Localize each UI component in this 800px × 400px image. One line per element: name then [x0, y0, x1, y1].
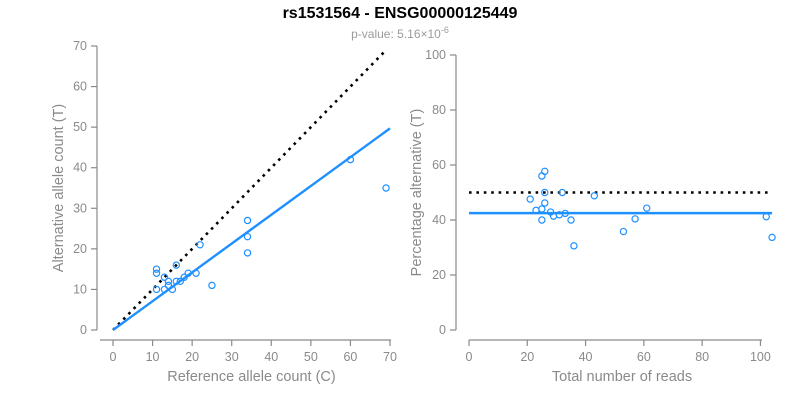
- y-tick-label: 40: [432, 213, 446, 227]
- data-point: [192, 269, 200, 277]
- data-point: [382, 184, 390, 192]
- x-tick-label: 20: [520, 350, 534, 364]
- left-scatter-plot: 0 10 20 30 40 50 60 70 0 10 20 30 40 50 60 70 Reference …: [51, 39, 397, 385]
- x-tick-label: 70: [383, 350, 397, 364]
- pvalue-mantissa: 5.16×10: [397, 27, 441, 41]
- data-point: [558, 188, 566, 197]
- right-scatter-plot: 0 20 40 60 80 100 0 20 40 60 80 100 Total number of …: [409, 48, 776, 385]
- data-point: [172, 277, 181, 286]
- pvalue-exponent: -6: [440, 25, 449, 35]
- plot-header: rs1531564 - ENSG00000125449 p-value: 5.1…: [0, 4, 800, 41]
- x-tick-label: 0: [466, 350, 473, 364]
- plot-title: rs1531564 - ENSG00000125449: [282, 5, 518, 22]
- x-axis-title: Reference allele count (C): [167, 369, 335, 385]
- data-point: [152, 269, 161, 277]
- y-axis-title: Percentage alternative (T): [409, 109, 425, 277]
- data-point: [762, 212, 770, 221]
- y-tick-label: 80: [432, 103, 446, 117]
- y-tick-label: 10: [73, 282, 87, 296]
- data-point: [541, 199, 549, 207]
- data-point: [196, 241, 204, 249]
- data-point: [561, 209, 569, 218]
- data-point: [590, 192, 599, 200]
- data-point: [184, 269, 192, 277]
- data-point: [243, 249, 252, 257]
- data-point: [567, 216, 575, 224]
- data-point: [243, 232, 252, 241]
- fit-line: [112, 127, 391, 331]
- data-point: [208, 281, 216, 290]
- y-tick-label: 60: [73, 80, 87, 94]
- data-point: [243, 216, 252, 225]
- x-tick-label: 10: [146, 350, 160, 364]
- data-point: [160, 285, 169, 294]
- x-tick-label: 100: [750, 350, 771, 364]
- data-point: [570, 242, 578, 250]
- y-tick-label: 20: [432, 268, 446, 282]
- data-point: [346, 155, 355, 164]
- data-point: [180, 273, 188, 281]
- data-point: [768, 233, 776, 242]
- x-tick-label: 30: [225, 350, 239, 364]
- y-tick-label: 70: [73, 39, 87, 53]
- data-point: [643, 204, 651, 212]
- y-tick-label: 20: [73, 242, 87, 256]
- x-tick-label: 0: [110, 350, 117, 364]
- y-tick-label: 60: [432, 158, 446, 172]
- x-tick-label: 50: [304, 350, 318, 364]
- x-tick-label: 20: [185, 350, 199, 364]
- data-point: [526, 195, 534, 203]
- x-tick-label: 40: [579, 350, 593, 364]
- data-point: [631, 215, 639, 223]
- y-tick-label: 0: [439, 323, 446, 337]
- data-point: [538, 216, 546, 224]
- x-tick-label: 80: [695, 350, 709, 364]
- data-point: [538, 205, 546, 213]
- data-point: [172, 261, 181, 269]
- y-axis-title: Alternative allele count (T): [51, 104, 67, 272]
- data-point: [176, 277, 184, 286]
- data-point: [164, 277, 173, 286]
- data-point: [168, 285, 177, 294]
- x-tick-label: 40: [264, 350, 278, 364]
- identity-line: [112, 49, 387, 331]
- data-point: [160, 273, 169, 281]
- x-tick-label: 60: [343, 350, 357, 364]
- y-tick-label: 30: [73, 201, 87, 215]
- y-tick-label: 0: [80, 323, 87, 337]
- y-tick-label: 40: [73, 161, 87, 175]
- x-axis-title: Total number of reads: [552, 369, 692, 385]
- x-tick-label: 60: [637, 350, 651, 364]
- pvalue-prefix: p-value:: [351, 27, 398, 41]
- data-point: [152, 265, 161, 273]
- data-point: [538, 172, 546, 180]
- y-tick-label: 50: [73, 120, 87, 134]
- plot-subtitle: p-value: 5.16×10-6: [0, 23, 800, 41]
- data-point: [619, 227, 628, 236]
- data-point: [541, 188, 549, 197]
- y-tick-label: 100: [425, 48, 446, 62]
- data-point: [164, 281, 173, 290]
- data-point: [152, 285, 161, 294]
